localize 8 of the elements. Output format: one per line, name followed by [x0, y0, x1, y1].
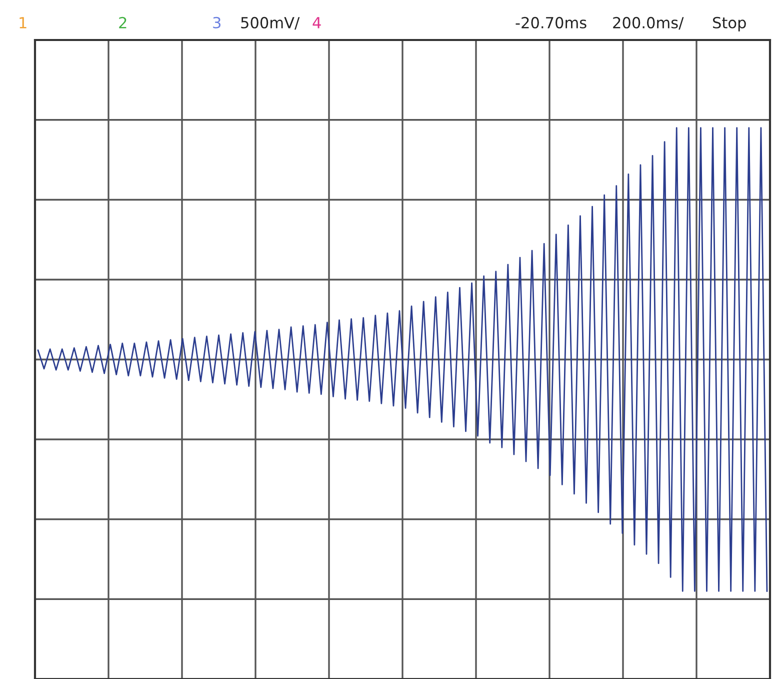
text: 3	[213, 16, 220, 28]
text: 200.0ms/	[613, 16, 684, 30]
text: 1	[20, 17, 26, 28]
text: Stop	[713, 16, 746, 32]
text: 500mV/	[241, 16, 300, 30]
text: -20.70ms	[516, 16, 586, 28]
text: 4	[312, 17, 321, 28]
text: 2	[119, 16, 126, 28]
